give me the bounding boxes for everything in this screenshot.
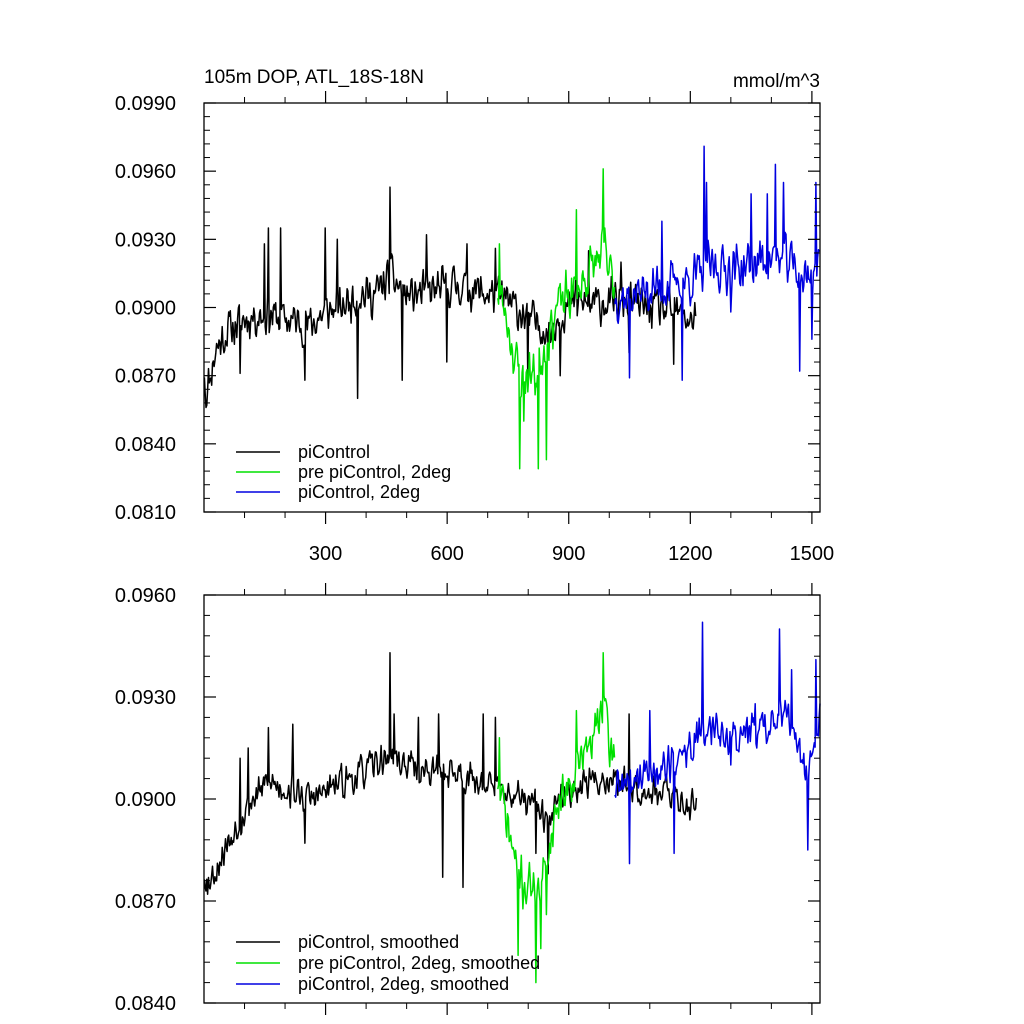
x-tick-label: 1500 xyxy=(790,543,835,565)
y-tick-label: 0.0840 xyxy=(115,434,176,456)
y-tick-label: 0.0840 xyxy=(115,993,176,1015)
top-panel-ticks: 0.0810 0.0840 0.0870 0.0900 0.0930 0.0960 0.09… xyxy=(115,91,834,565)
top-panel-title: 105m DOP, ATL_18S-18N xyxy=(204,67,424,88)
y-tick-label: 0.0870 xyxy=(115,891,176,913)
y-tick-label: 0.0960 xyxy=(115,161,176,183)
x-tick-label: 900 xyxy=(552,543,585,565)
series-line-2 xyxy=(497,652,616,984)
y-tick-label: 0.0900 xyxy=(115,789,176,811)
top-panel-units: mmol/m^3 xyxy=(733,71,820,92)
top-panel-series xyxy=(203,145,821,470)
x-tick-label: 300 xyxy=(309,543,342,565)
x-tick-label: 1200 xyxy=(668,543,713,565)
top-panel: 105m DOP, ATL_18S-18N mmol/m^3 0.08100.0… xyxy=(115,67,834,565)
bottom-panel-series xyxy=(203,621,821,984)
y-tick-label: 0.0990 xyxy=(115,93,176,115)
y-tick-label: 0.0810 xyxy=(115,502,176,524)
legend-label: piControl, 2deg, smoothed xyxy=(298,974,509,994)
legend-label: piControl, smoothed xyxy=(298,932,459,952)
legend-label: pre piControl, 2deg, smoothed xyxy=(298,953,540,973)
y-tick-label: 0.0930 xyxy=(115,687,176,709)
top-panel-frame xyxy=(203,102,821,513)
bottom-panel-frame xyxy=(203,594,821,1004)
bottom-panel: 0.0840 0.0870 0.0900 0.0930 0.0960 piControl… xyxy=(115,583,821,1015)
legend-label: piControl, 2deg xyxy=(298,482,420,502)
legend-label: pre piControl, 2deg xyxy=(298,462,451,482)
y-tick-label: 0.0870 xyxy=(115,366,176,388)
y-tick-label: 0.0960 xyxy=(115,585,176,607)
y-tick-label: 0.0900 xyxy=(115,298,176,320)
series-line-2 xyxy=(497,168,616,470)
series-line-3 xyxy=(614,621,821,865)
series-line-3 xyxy=(614,145,821,381)
series-line-1 xyxy=(203,652,698,895)
legend-label: piControl xyxy=(298,442,370,462)
x-tick-label: 600 xyxy=(430,543,463,565)
y-tick-label: 0.0930 xyxy=(115,229,176,251)
